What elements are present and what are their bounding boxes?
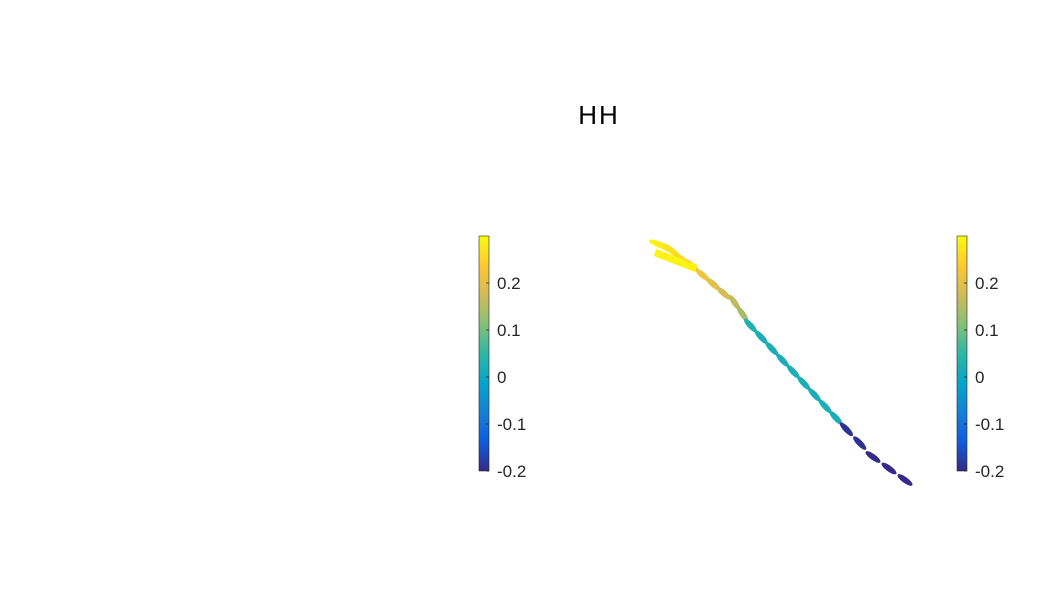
data-point (818, 399, 832, 414)
data-point (839, 422, 854, 437)
data-point (853, 436, 867, 450)
data-point (716, 287, 731, 300)
data-point (695, 268, 710, 282)
data-point (865, 451, 881, 463)
colorbar-left-tick-label: 0.1 (497, 321, 521, 340)
colorbar-right-tick-label: 0 (975, 368, 984, 387)
colorbar-right-tick-label: 0.2 (975, 274, 999, 293)
colorbar-left: -0.2 -0.1 0 0.1 0.2 (478, 235, 526, 481)
data-point-cluster (654, 249, 698, 272)
data-point (829, 410, 843, 425)
data-point (881, 462, 897, 475)
colorbar-left-tick-label: 0 (497, 368, 506, 387)
colorbar-left-tick-label: -0.2 (497, 462, 526, 481)
colorbar-right-tick-label: -0.1 (975, 415, 1004, 434)
data-point (786, 364, 800, 379)
colorbar-left-tick-label: -0.1 (497, 415, 526, 434)
colorbar-left-tick-label: 0.2 (497, 274, 521, 293)
colorbar-right-bar (956, 235, 968, 472)
colorbar-left-bar (478, 235, 490, 472)
data-point (765, 341, 779, 356)
data-point (744, 318, 757, 333)
colorbar-right: -0.2 -0.1 0 0.1 0.2 (956, 235, 1004, 481)
data-point (897, 474, 913, 486)
data-point (776, 353, 789, 368)
data-point (808, 387, 821, 402)
data-point (797, 376, 811, 391)
data-point (754, 330, 768, 345)
data-point (706, 277, 721, 291)
colorbar-right-tick-label: -0.2 (975, 462, 1004, 481)
data-point (736, 306, 749, 322)
chart-title: HH (578, 100, 620, 130)
data-point (728, 295, 741, 311)
scatter-layer (648, 239, 913, 486)
colorbar-right-tick-label: 0.1 (975, 321, 999, 340)
